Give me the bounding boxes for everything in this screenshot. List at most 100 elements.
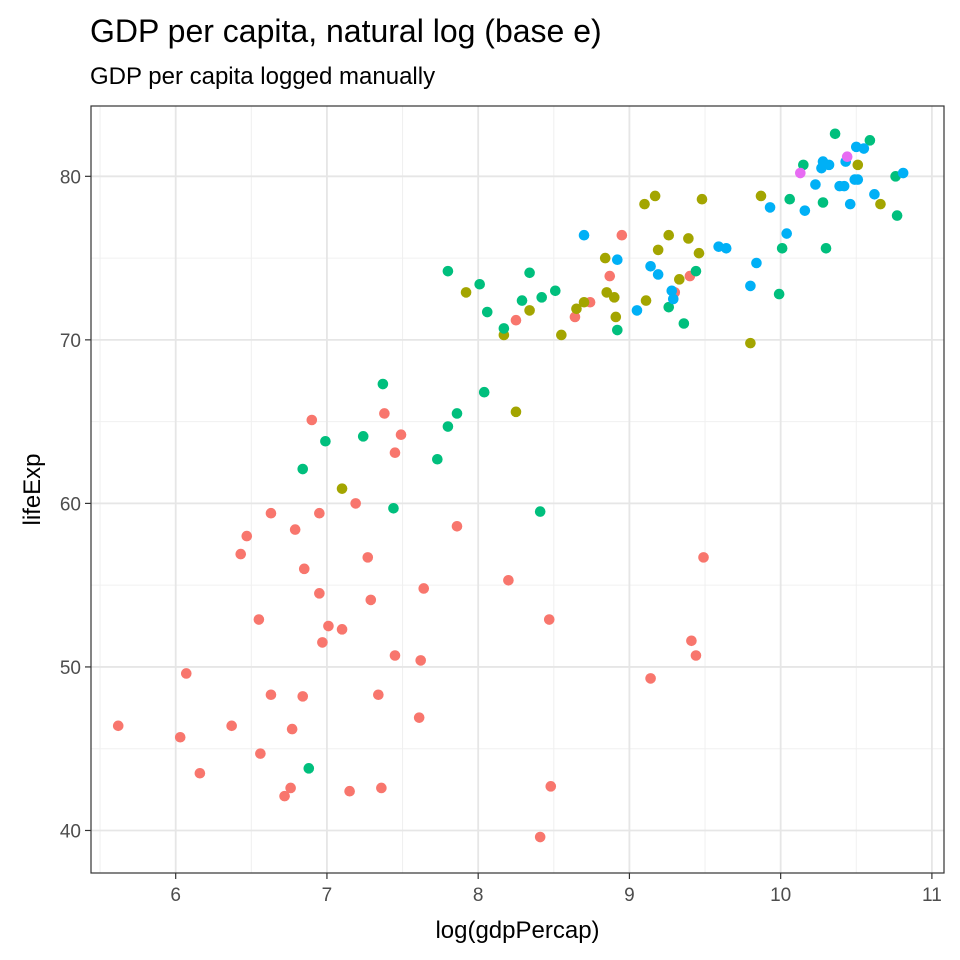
data-point [755,190,767,202]
data-point [314,507,325,519]
data-point [569,311,581,323]
data-point [344,785,355,797]
data-point [784,193,796,205]
data-point [481,306,493,318]
data-point [317,637,328,648]
data-point [776,242,788,254]
x-axis-title: log(gdpPercap) [435,917,599,944]
data-point [858,143,870,154]
data-point [690,650,702,661]
data-point [745,280,756,292]
data-point [639,198,650,210]
data-point [432,453,443,465]
data-point [773,288,785,300]
data-point [608,292,620,303]
data-point [631,305,643,316]
y-tick-label: 80 [60,167,81,188]
data-point [844,198,856,210]
data-point [693,247,705,259]
data-point [298,563,310,575]
data-point [578,229,590,241]
data-point [764,202,776,213]
data-point [751,257,762,269]
data-point [460,287,472,298]
data-point [362,552,374,563]
x-axis: 6 7 8 9 10 11 [170,873,942,906]
data-point [388,503,399,514]
data-point [686,635,697,647]
data-point [534,506,546,517]
plot-panel [90,105,945,874]
panel-background [91,106,944,873]
data-point [891,210,903,221]
data-point [556,329,567,341]
data-point [875,198,886,210]
data-point [823,159,835,171]
data-point [389,447,401,459]
data-point [852,159,864,171]
data-point [478,386,490,398]
data-point [645,260,656,272]
x-tick-label: 10 [770,885,791,906]
data-point [612,324,623,336]
data-point [524,267,535,279]
data-point [799,205,811,216]
major-gridlines [91,106,944,873]
data-point [667,293,679,305]
data-point [652,244,664,256]
data-point [285,782,296,794]
data-point [389,650,401,661]
data-point [616,229,628,241]
x-tick-label: 11 [922,885,942,906]
data-point [180,668,192,679]
data-point [442,265,454,277]
data-point [829,128,841,140]
y-tick-label: 50 [60,658,81,679]
data-point [314,588,325,599]
data-point [442,421,454,432]
data-point [781,228,793,239]
y-tick-label: 70 [60,331,81,352]
data-point [795,167,806,179]
data-point [265,507,277,519]
x-tick-label: 7 [322,885,333,906]
data-point [599,252,611,264]
data-point [645,673,656,684]
chart-title: GDP per capita, natural log (base e) [90,13,602,49]
data-point [690,265,702,277]
data-point [174,731,186,743]
data-point [451,520,463,532]
data-point [571,303,582,315]
data-point [745,337,756,349]
x-tick-label: 8 [473,885,484,906]
data-point [817,197,829,208]
data-point [578,296,590,308]
data-point [666,285,678,297]
data-point [415,655,427,666]
data-point [720,242,732,254]
data-point [516,295,528,306]
data-point [543,614,555,625]
data-point [265,689,277,701]
data-point [112,720,124,732]
data-point [649,190,661,202]
data-point [663,229,675,241]
data-point [377,378,389,390]
data-point [303,763,315,774]
data-point [376,782,387,794]
data-point [235,548,247,560]
data-point [674,274,685,285]
data-point [838,180,850,192]
data-point [545,781,557,792]
data-point [852,174,864,185]
x-tick-label: 6 [170,885,181,906]
data-point [869,189,880,200]
y-tick-label: 40 [60,821,81,842]
data-point [365,594,377,606]
data-point [241,530,253,542]
data-point [536,292,547,303]
data-point [357,431,369,442]
data-point [350,498,361,509]
data-point [696,193,708,205]
